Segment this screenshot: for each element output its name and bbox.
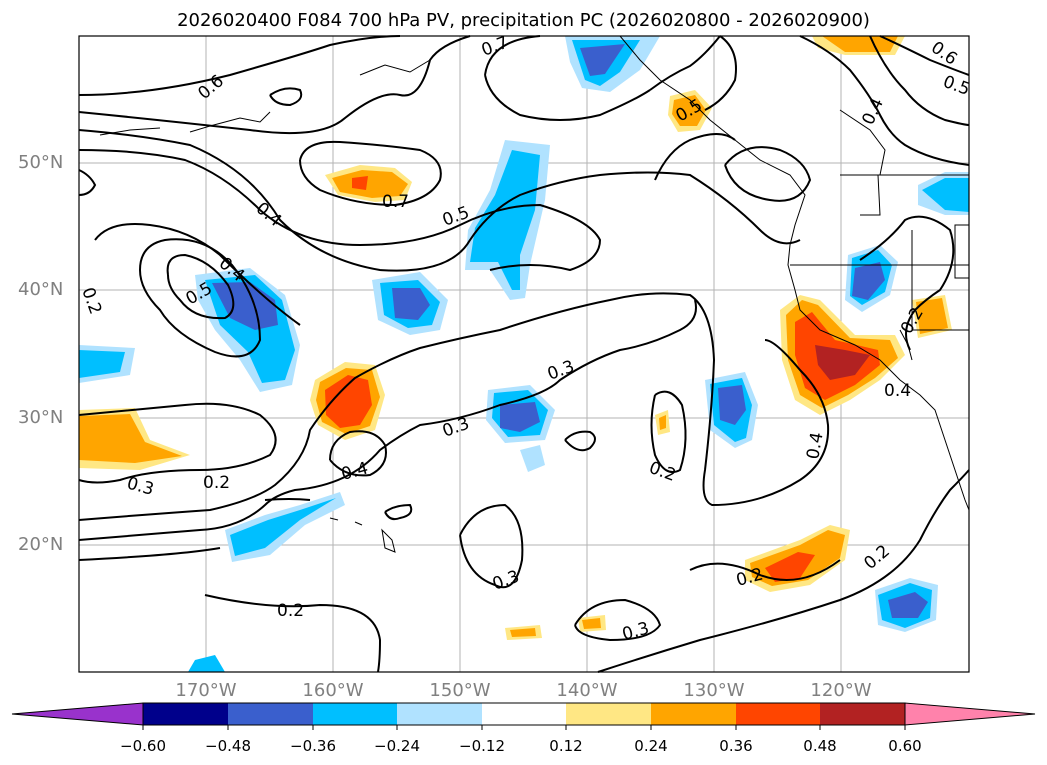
precip-blob-warm — [668, 90, 712, 132]
precip-blob-blue — [565, 36, 660, 92]
colorbar-tick-label: 0.12 — [549, 737, 583, 755]
precip-blob-warm — [780, 295, 905, 415]
precip-blob-blue — [79, 345, 135, 383]
contour-label: 0.4 — [803, 431, 827, 461]
colorbar-tick-label: −0.60 — [120, 737, 166, 755]
precip-blob-warm — [578, 615, 606, 632]
colorbar-segment — [397, 703, 482, 725]
precip-blob-warm — [655, 410, 670, 435]
colorbar-segment — [651, 703, 736, 725]
coastlines — [99, 35, 970, 553]
colorbar-tick-label: 0.48 — [803, 737, 837, 755]
precip-blob-warm — [912, 295, 952, 338]
colorbar-tick-label: −0.48 — [205, 737, 251, 755]
precip-blob-blue — [875, 578, 938, 632]
colorbar-extend-left — [11, 702, 144, 726]
contour-label: 0.2 — [203, 473, 230, 493]
precip-blob-warm — [745, 525, 850, 592]
colorbar-segment — [820, 703, 905, 725]
precip-blob-warm — [812, 36, 905, 55]
precip-blob-warm — [310, 362, 385, 440]
contour-label: 0.7 — [382, 192, 409, 212]
contour-label: 0.4 — [884, 381, 911, 401]
precip-blob-blue — [486, 385, 555, 443]
colorbar — [11, 702, 1036, 730]
precip-blob-blue — [705, 372, 758, 448]
lat-label: 40°N — [18, 279, 64, 300]
colorbar-segment — [228, 703, 313, 725]
colorbar-segment — [736, 703, 820, 725]
map-title: 2026020400 F084 700 hPa PV, precipitatio… — [177, 10, 870, 31]
precip-blob-warm — [79, 408, 190, 470]
lon-label: 160°W — [302, 680, 364, 701]
colorbar-segment — [313, 703, 397, 725]
lon-label: 140°W — [556, 680, 618, 701]
colorbar-tick-label: 0.36 — [719, 737, 753, 755]
map-frame — [78, 35, 970, 673]
pv-contours — [78, 35, 970, 673]
colorbar-tick-label: 0.60 — [888, 737, 922, 755]
precip-blob-blue — [845, 245, 898, 312]
lat-label: 20°N — [18, 534, 64, 555]
precip-blob-warm — [505, 625, 542, 640]
lon-label: 130°W — [683, 680, 745, 701]
precip-blob-blue — [225, 492, 345, 562]
colorbar-extend-right — [904, 702, 1036, 726]
lat-label: 30°N — [18, 407, 64, 428]
precip-blob-blue — [188, 655, 225, 672]
lat-label: 50°N — [18, 152, 64, 173]
colorbar-tick-label: −0.36 — [290, 737, 336, 755]
contour-label: 0.2 — [277, 601, 304, 621]
colorbar-tick-label: −0.24 — [374, 737, 420, 755]
lon-label: 150°W — [429, 680, 491, 701]
lon-label: 170°W — [175, 680, 237, 701]
lon-label: 120°W — [810, 680, 872, 701]
colorbar-tick-label: −0.12 — [459, 737, 505, 755]
colorbar-tick-label: 0.24 — [634, 737, 668, 755]
colorbar-segment — [566, 703, 651, 725]
precip-blob-warm — [325, 165, 412, 202]
precip-blob-blue — [520, 445, 545, 472]
precip-blob-blue — [918, 172, 969, 215]
colorbar-segment — [143, 703, 228, 725]
precip-blob-blue — [465, 140, 550, 300]
colorbar-segment — [482, 703, 566, 725]
precip-blob-blue — [372, 272, 448, 335]
